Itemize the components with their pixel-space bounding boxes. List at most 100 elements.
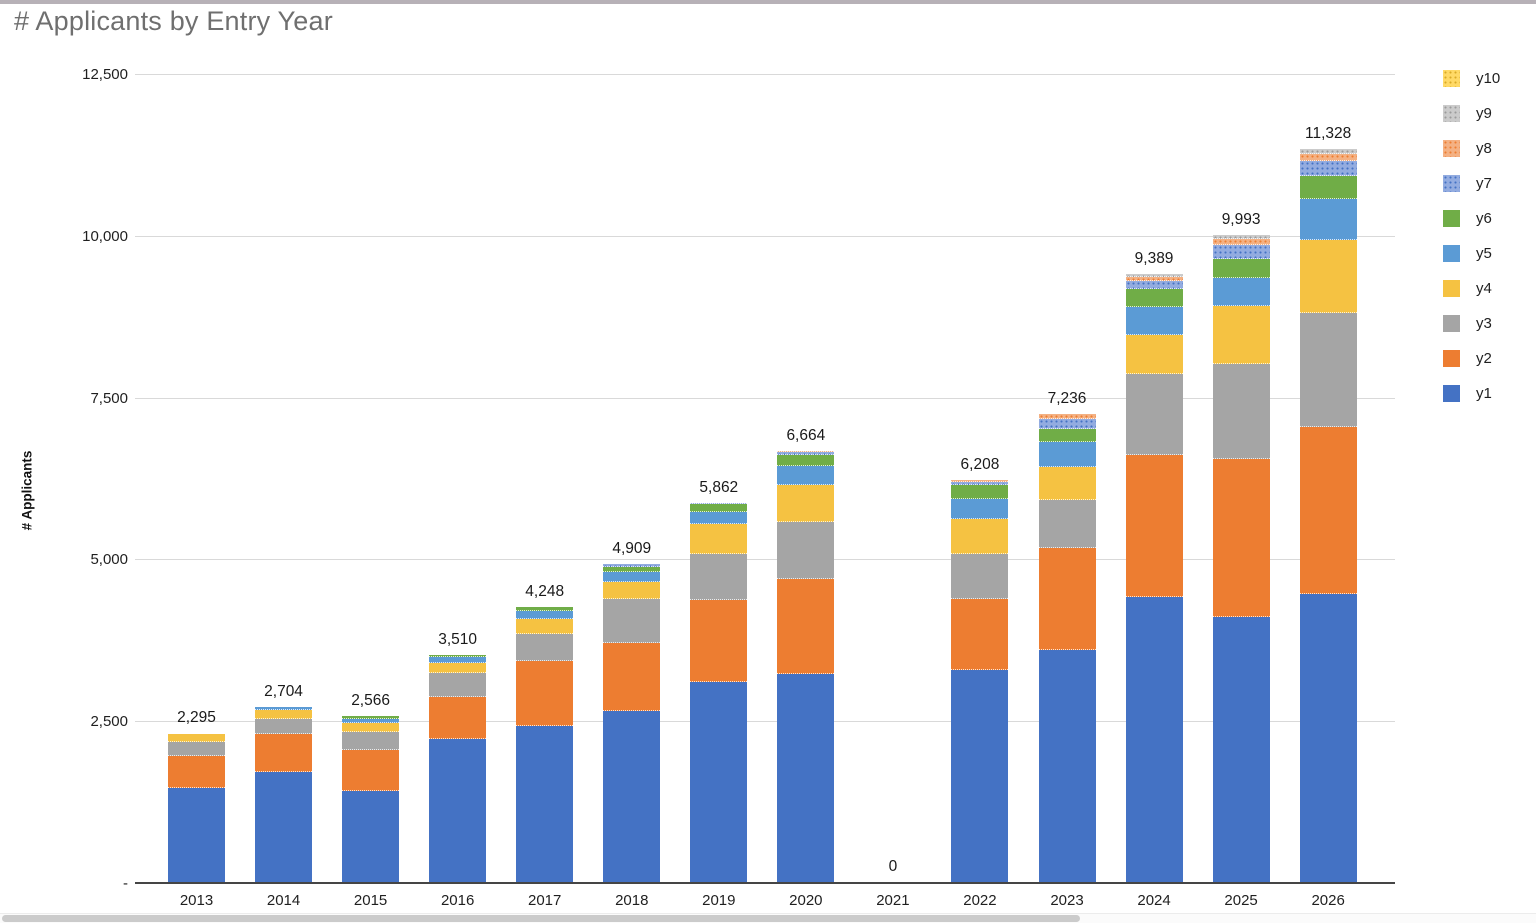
bar-segment-y4-2014[interactable]	[255, 709, 313, 719]
bar-segment-y4-2017[interactable]	[516, 619, 574, 635]
bar-segment-y1-2013[interactable]	[168, 787, 225, 882]
bar-column-2022[interactable]	[951, 480, 1009, 882]
bar-segment-y7-2018[interactable]	[603, 564, 661, 567]
bar-segment-y2-2024[interactable]	[1125, 454, 1183, 598]
bar-segment-y5-2015[interactable]	[342, 719, 400, 724]
bar-segment-y1-2019[interactable]	[690, 681, 748, 882]
bar-segment-y6-2018[interactable]	[603, 566, 661, 573]
bar-segment-y6-2026[interactable]	[1299, 175, 1357, 200]
bar-segment-y3-2016[interactable]	[429, 673, 487, 697]
bar-segment-y5-2016[interactable]	[429, 657, 487, 663]
bar-segment-y1-2016[interactable]	[429, 738, 487, 882]
bar-segment-y2-2013[interactable]	[168, 755, 225, 788]
bar-segment-y2-2020[interactable]	[777, 579, 835, 674]
bar-segment-y2-2019[interactable]	[690, 599, 748, 682]
bar-segment-y2-2018[interactable]	[603, 642, 661, 712]
bar-column-2026[interactable]	[1299, 148, 1357, 882]
bar-segment-y5-2023[interactable]	[1038, 442, 1096, 467]
bar-segment-y5-2018[interactable]	[603, 572, 661, 583]
bar-segment-y1-2024[interactable]	[1125, 597, 1183, 882]
bar-column-2015[interactable]	[342, 715, 400, 882]
bar-segment-y1-2018[interactable]	[603, 711, 661, 882]
bar-segment-y4-2022[interactable]	[951, 519, 1009, 555]
bar-column-2017[interactable]	[516, 607, 574, 882]
bar-segment-y1-2025[interactable]	[1212, 616, 1270, 882]
bar-column-2016[interactable]	[429, 654, 487, 882]
bar-segment-y6-2017[interactable]	[516, 607, 574, 611]
legend-item-y6[interactable]: y6	[1443, 210, 1500, 227]
bar-segment-y2-2026[interactable]	[1299, 427, 1357, 594]
bar-segment-y4-2025[interactable]	[1212, 306, 1270, 364]
bar-column-2023[interactable]	[1038, 413, 1096, 882]
legend-item-y7[interactable]: y7	[1443, 175, 1500, 192]
bar-segment-y1-2014[interactable]	[255, 771, 313, 882]
bar-segment-y4-2019[interactable]	[690, 524, 748, 555]
bar-segment-y1-2015[interactable]	[342, 790, 400, 882]
bar-segment-y6-2016[interactable]	[429, 654, 487, 658]
bar-segment-y5-2022[interactable]	[951, 499, 1009, 520]
bar-segment-y6-2023[interactable]	[1038, 428, 1096, 443]
bar-segment-y4-2026[interactable]	[1299, 240, 1357, 314]
bar-segment-y6-2015[interactable]	[342, 715, 400, 720]
bar-segment-y8-2023[interactable]	[1038, 413, 1096, 420]
bar-segment-y1-2020[interactable]	[777, 673, 835, 882]
bar-column-2019[interactable]	[690, 502, 748, 882]
bar-segment-y8-2022[interactable]	[951, 480, 1009, 483]
bar-segment-y6-2022[interactable]	[951, 485, 1009, 500]
bar-segment-y2-2015[interactable]	[342, 749, 400, 791]
bar-segment-y2-2016[interactable]	[429, 696, 487, 739]
bar-segment-y5-2019[interactable]	[690, 511, 748, 525]
legend-item-y8[interactable]: y8	[1443, 140, 1500, 157]
bar-segment-y9-2026[interactable]	[1299, 148, 1357, 154]
bar-segment-y5-2024[interactable]	[1125, 307, 1183, 335]
bar-segment-y4-2016[interactable]	[429, 662, 487, 674]
bar-segment-y3-2019[interactable]	[690, 554, 748, 600]
horizontal-scrollbar-track[interactable]	[0, 913, 1536, 923]
bar-segment-y5-2020[interactable]	[777, 465, 835, 485]
bar-segment-y5-2025[interactable]	[1212, 278, 1270, 307]
bar-segment-y8-2025[interactable]	[1212, 239, 1270, 246]
bar-segment-y3-2022[interactable]	[951, 554, 1009, 599]
legend-item-y10[interactable]: y10	[1443, 70, 1500, 87]
bar-segment-y4-2013[interactable]	[168, 733, 225, 742]
bar-segment-y7-2022[interactable]	[951, 482, 1009, 486]
horizontal-scrollbar-thumb[interactable]	[2, 915, 1080, 922]
bar-segment-y1-2017[interactable]	[516, 726, 574, 882]
bar-segment-y6-2024[interactable]	[1125, 288, 1183, 308]
bar-segment-y5-2026[interactable]	[1299, 199, 1357, 240]
bar-segment-y3-2014[interactable]	[255, 718, 313, 735]
bar-segment-y3-2026[interactable]	[1299, 313, 1357, 428]
bar-segment-y4-2020[interactable]	[777, 484, 835, 522]
bar-segment-y5-2014[interactable]	[255, 707, 313, 710]
bar-segment-y1-2023[interactable]	[1038, 649, 1096, 882]
bar-segment-y7-2023[interactable]	[1038, 419, 1096, 429]
bar-segment-y1-2026[interactable]	[1299, 594, 1357, 882]
bar-segment-y3-2024[interactable]	[1125, 373, 1183, 455]
bar-segment-y3-2018[interactable]	[603, 598, 661, 643]
bar-segment-y7-2025[interactable]	[1212, 245, 1270, 259]
bar-segment-y6-2025[interactable]	[1212, 258, 1270, 279]
bar-segment-y2-2023[interactable]	[1038, 547, 1096, 650]
bar-segment-y8-2020[interactable]	[777, 450, 835, 453]
bar-segment-y7-2019[interactable]	[690, 502, 748, 505]
bar-column-2024[interactable]	[1125, 274, 1183, 882]
bar-segment-y8-2026[interactable]	[1299, 153, 1357, 162]
bar-segment-y7-2020[interactable]	[777, 452, 835, 455]
bar-segment-y1-2022[interactable]	[951, 669, 1009, 882]
bar-segment-y2-2017[interactable]	[516, 660, 574, 727]
bar-segment-y5-2017[interactable]	[516, 610, 574, 620]
bar-segment-y8-2024[interactable]	[1125, 276, 1183, 281]
bar-column-2020[interactable]	[777, 450, 835, 882]
bar-segment-y2-2014[interactable]	[255, 734, 313, 772]
bar-segment-y2-2022[interactable]	[951, 598, 1009, 670]
bar-segment-y3-2023[interactable]	[1038, 499, 1096, 548]
bar-segment-y4-2018[interactable]	[603, 582, 661, 599]
bar-segment-y3-2017[interactable]	[516, 634, 574, 661]
bar-segment-y3-2025[interactable]	[1212, 364, 1270, 459]
bar-column-2025[interactable]	[1212, 235, 1270, 882]
bar-segment-y9-2024[interactable]	[1125, 274, 1183, 277]
bar-segment-y3-2020[interactable]	[777, 521, 835, 579]
bar-segment-y3-2013[interactable]	[168, 741, 225, 756]
bar-segment-y2-2025[interactable]	[1212, 459, 1270, 617]
bar-segment-y9-2025[interactable]	[1212, 235, 1270, 239]
